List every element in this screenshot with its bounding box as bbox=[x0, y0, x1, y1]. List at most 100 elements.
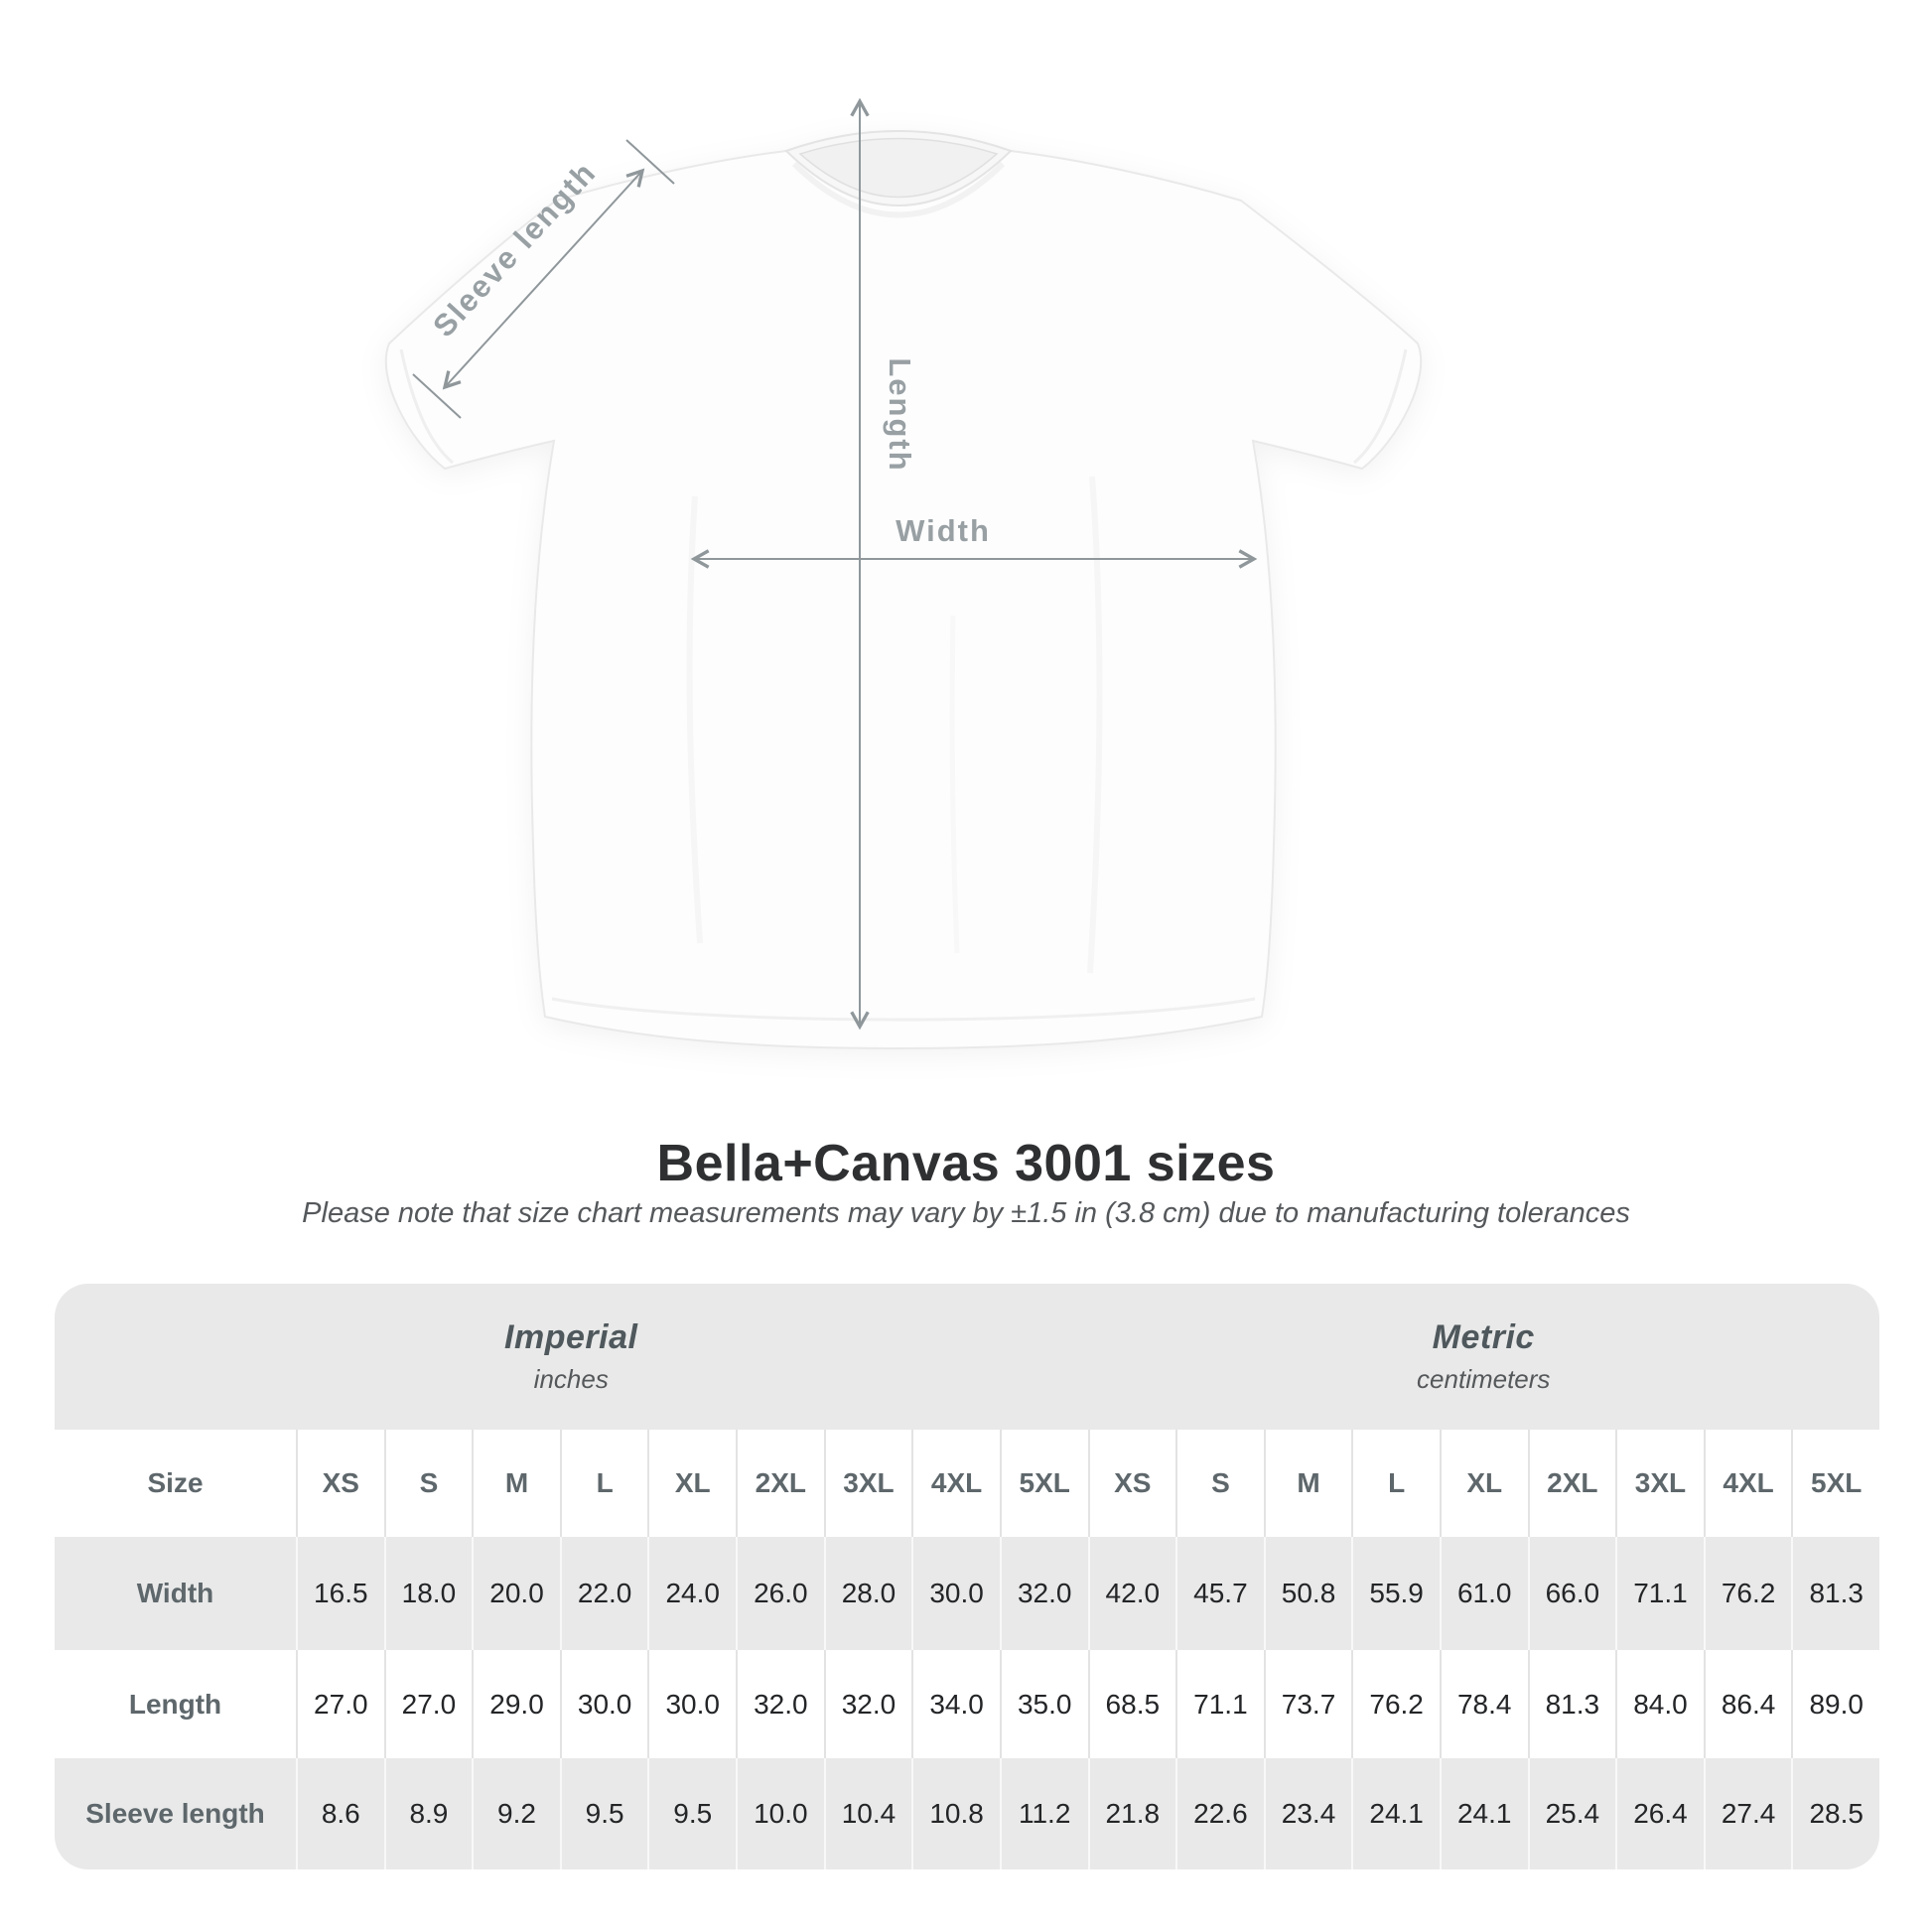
value-cell: 11.2 bbox=[999, 1758, 1088, 1869]
value-cell: 9.2 bbox=[472, 1758, 560, 1869]
column-header-imperial-2xl: 2XL bbox=[736, 1430, 824, 1537]
value-cell: 24.1 bbox=[1351, 1758, 1440, 1869]
value-cell: 21.8 bbox=[1087, 1758, 1176, 1869]
value-cell: 22.0 bbox=[559, 1537, 648, 1650]
value-cell: 20.0 bbox=[472, 1537, 560, 1650]
value-cell: 22.6 bbox=[1175, 1758, 1264, 1869]
row-label-sleeve-length: Sleeve length bbox=[55, 1758, 296, 1869]
size-table: Imperial inches Metric centimeters Size X… bbox=[55, 1284, 1879, 1869]
value-cell: 86.4 bbox=[1703, 1650, 1792, 1758]
tshirt-body bbox=[384, 130, 1423, 1050]
value-cell: 27.4 bbox=[1703, 1758, 1792, 1869]
column-header-metric-xl: XL bbox=[1439, 1430, 1528, 1537]
value-cell: 16.5 bbox=[296, 1537, 384, 1650]
imperial-section-title: Imperial bbox=[504, 1318, 638, 1356]
value-cell: 30.0 bbox=[647, 1650, 737, 1758]
value-cell: 25.4 bbox=[1527, 1758, 1616, 1869]
value-cell: 84.0 bbox=[1615, 1650, 1704, 1758]
value-cell: 27.0 bbox=[383, 1650, 473, 1758]
column-header-size: Size bbox=[55, 1430, 296, 1537]
value-cell: 27.0 bbox=[296, 1650, 384, 1758]
row-label-width: Width bbox=[55, 1537, 296, 1650]
value-cell: 28.0 bbox=[823, 1537, 912, 1650]
value-cell: 81.3 bbox=[1791, 1537, 1879, 1650]
value-cell: 9.5 bbox=[647, 1758, 737, 1869]
value-cell: 26.0 bbox=[736, 1537, 824, 1650]
column-header-imperial-4xl: 4XL bbox=[911, 1430, 1000, 1537]
value-cell: 45.7 bbox=[1175, 1537, 1264, 1650]
metric-section-title: Metric bbox=[1432, 1318, 1535, 1356]
column-header-imperial-s: S bbox=[383, 1430, 473, 1537]
value-cell: 9.5 bbox=[559, 1758, 648, 1869]
length-label: Length bbox=[883, 357, 917, 472]
value-cell: 10.4 bbox=[823, 1758, 912, 1869]
value-cell: 78.4 bbox=[1439, 1650, 1528, 1758]
value-cell: 32.0 bbox=[823, 1650, 912, 1758]
column-header-imperial-xs: XS bbox=[296, 1430, 384, 1537]
value-cell: 71.1 bbox=[1615, 1537, 1704, 1650]
column-header-metric-2xl: 2XL bbox=[1527, 1430, 1616, 1537]
value-cell: 66.0 bbox=[1527, 1537, 1616, 1650]
value-cell: 81.3 bbox=[1527, 1650, 1616, 1758]
value-cell: 55.9 bbox=[1351, 1537, 1440, 1650]
value-cell: 32.0 bbox=[736, 1650, 824, 1758]
value-cell: 50.8 bbox=[1263, 1537, 1352, 1650]
row-label-length: Length bbox=[55, 1650, 296, 1758]
value-cell: 35.0 bbox=[999, 1650, 1088, 1758]
value-cell: 8.9 bbox=[383, 1758, 473, 1869]
column-header-metric-l: L bbox=[1351, 1430, 1440, 1537]
column-header-imperial-l: L bbox=[559, 1430, 648, 1537]
column-header-imperial-5xl: 5XL bbox=[999, 1430, 1088, 1537]
sleeve-measure-line bbox=[442, 168, 645, 390]
value-cell: 42.0 bbox=[1087, 1537, 1176, 1650]
value-cell: 30.0 bbox=[911, 1537, 1000, 1650]
column-header-metric-3xl: 3XL bbox=[1615, 1430, 1704, 1537]
column-header-metric-4xl: 4XL bbox=[1703, 1430, 1792, 1537]
column-header-imperial-m: M bbox=[472, 1430, 560, 1537]
value-cell: 61.0 bbox=[1439, 1537, 1528, 1650]
column-header-metric-m: M bbox=[1263, 1430, 1352, 1537]
column-header-metric-5xl: 5XL bbox=[1791, 1430, 1879, 1537]
width-label: Width bbox=[896, 513, 991, 548]
collar-shadow bbox=[791, 161, 1006, 218]
column-header-imperial-xl: XL bbox=[647, 1430, 737, 1537]
left-cuff-seam bbox=[399, 348, 454, 465]
value-cell: 24.1 bbox=[1439, 1758, 1528, 1869]
value-cell: 89.0 bbox=[1791, 1650, 1879, 1758]
metric-section-unit: centimeters bbox=[1417, 1364, 1551, 1394]
value-cell: 10.8 bbox=[911, 1758, 1000, 1869]
value-cell: 34.0 bbox=[911, 1650, 1000, 1758]
value-cell: 32.0 bbox=[999, 1537, 1088, 1650]
value-cell: 24.0 bbox=[647, 1537, 737, 1650]
value-cell: 73.7 bbox=[1263, 1650, 1352, 1758]
value-cell: 18.0 bbox=[383, 1537, 473, 1650]
page-subtitle: Please note that size chart measurements… bbox=[302, 1197, 1630, 1229]
value-cell: 10.0 bbox=[736, 1758, 824, 1869]
wrinkle bbox=[949, 615, 960, 954]
value-cell: 76.2 bbox=[1703, 1537, 1792, 1650]
value-cell: 68.5 bbox=[1087, 1650, 1176, 1758]
wrinkle bbox=[1087, 476, 1103, 974]
value-cell: 76.2 bbox=[1351, 1650, 1440, 1758]
hem-seam bbox=[551, 997, 1256, 1022]
value-cell: 28.5 bbox=[1791, 1758, 1879, 1869]
value-cell: 30.0 bbox=[559, 1650, 648, 1758]
column-header-imperial-3xl: 3XL bbox=[823, 1430, 912, 1537]
value-cell: 26.4 bbox=[1615, 1758, 1704, 1869]
metric-section-header: Metric centimeters bbox=[1087, 1284, 1879, 1430]
tshirt-illustration bbox=[384, 130, 1423, 1050]
imperial-section-unit: inches bbox=[533, 1364, 609, 1394]
column-header-metric-xs: XS bbox=[1087, 1430, 1176, 1537]
value-cell: 29.0 bbox=[472, 1650, 560, 1758]
right-cuff-seam bbox=[1353, 348, 1408, 465]
imperial-section-header: Imperial inches bbox=[55, 1284, 1088, 1430]
tshirt-diagram: Sleeve length Length Width bbox=[384, 97, 1423, 1050]
column-header-metric-s: S bbox=[1175, 1430, 1264, 1537]
value-cell: 8.6 bbox=[296, 1758, 384, 1869]
sleeve-measure-tick-bottom bbox=[412, 373, 462, 419]
value-cell: 71.1 bbox=[1175, 1650, 1264, 1758]
value-cell: 23.4 bbox=[1263, 1758, 1352, 1869]
page-title: Bella+Canvas 3001 sizes bbox=[656, 1135, 1276, 1192]
sleeve-measure-tick-top bbox=[625, 139, 675, 185]
